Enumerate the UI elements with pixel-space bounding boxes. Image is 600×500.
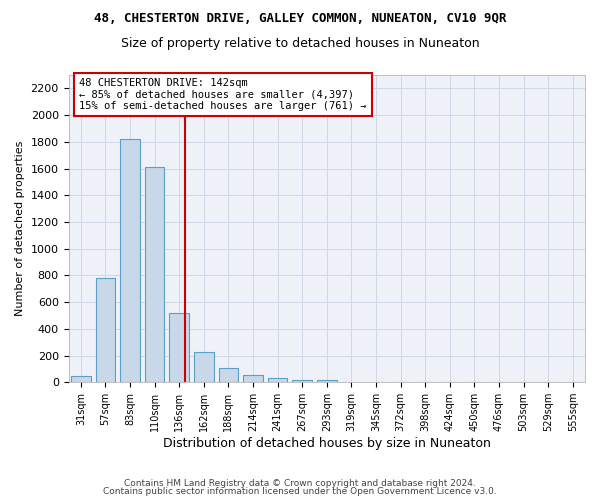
X-axis label: Distribution of detached houses by size in Nuneaton: Distribution of detached houses by size …: [163, 437, 491, 450]
Bar: [292, 380, 312, 382]
Bar: [194, 352, 214, 382]
Bar: [71, 376, 91, 382]
Bar: [120, 139, 140, 382]
Bar: [95, 278, 115, 382]
Bar: [218, 368, 238, 382]
Bar: [317, 380, 337, 382]
Text: 48, CHESTERTON DRIVE, GALLEY COMMON, NUNEATON, CV10 9QR: 48, CHESTERTON DRIVE, GALLEY COMMON, NUN…: [94, 12, 506, 26]
Bar: [145, 167, 164, 382]
Bar: [169, 313, 189, 382]
Text: Contains public sector information licensed under the Open Government Licence v3: Contains public sector information licen…: [103, 488, 497, 496]
Text: Contains HM Land Registry data © Crown copyright and database right 2024.: Contains HM Land Registry data © Crown c…: [124, 478, 476, 488]
Y-axis label: Number of detached properties: Number of detached properties: [15, 141, 25, 316]
Text: 48 CHESTERTON DRIVE: 142sqm
← 85% of detached houses are smaller (4,397)
15% of : 48 CHESTERTON DRIVE: 142sqm ← 85% of det…: [79, 78, 367, 112]
Text: Size of property relative to detached houses in Nuneaton: Size of property relative to detached ho…: [121, 38, 479, 51]
Bar: [243, 375, 263, 382]
Bar: [268, 378, 287, 382]
